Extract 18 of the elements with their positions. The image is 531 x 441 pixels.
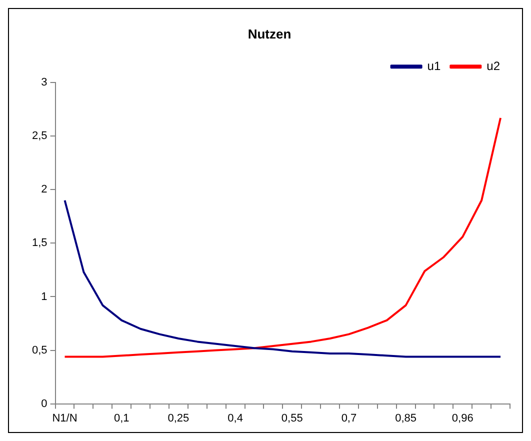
y-tick-label: 3 [41,76,48,89]
y-tick-label: 1,5 [32,237,48,250]
y-tick-label: 0,5 [32,344,48,356]
x-tick-label: 0,85 [395,412,417,424]
x-tick-label: 0,1 [114,412,130,424]
x-tick-label: 0,55 [281,412,303,424]
y-tick-label: 2,5 [32,130,48,142]
y-tick-label: 0 [41,398,48,410]
legend-label: u1 [427,58,441,73]
legend-label: u2 [486,58,500,73]
y-tick-label: 1 [41,290,48,303]
x-tick-label: 0,7 [341,412,357,424]
y-tick-label: 2 [41,184,48,196]
x-tick-label: 0,96 [452,412,474,424]
x-tick-label: 0,4 [228,412,243,424]
chart-title: Nutzen [248,26,292,42]
x-tick-label: N1/N [52,412,78,424]
x-tick-label: 0,25 [168,412,190,424]
